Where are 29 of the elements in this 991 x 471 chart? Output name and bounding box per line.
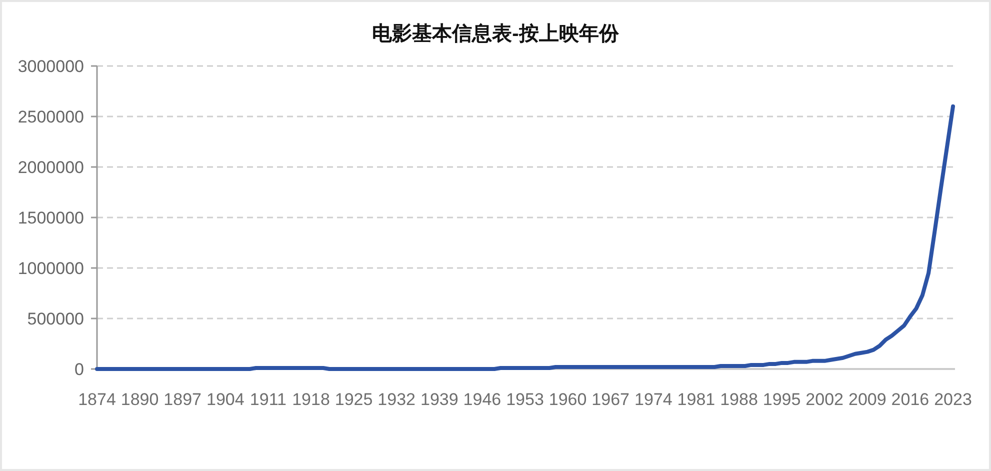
- y-tick-label: 500000: [27, 310, 84, 328]
- x-tick-label: 1932: [378, 390, 416, 409]
- x-tick-label: 1953: [506, 390, 544, 409]
- x-tick-label: 2002: [806, 390, 844, 409]
- x-tick-label: 1995: [762, 390, 801, 409]
- x-tick-label: 1988: [720, 390, 758, 409]
- x-tick-label: 1974: [634, 390, 672, 409]
- x-tick-label: 1911: [250, 390, 286, 409]
- x-tick-label: 1967: [592, 390, 630, 409]
- x-tick-label: 1946: [463, 390, 502, 409]
- y-tick-label: 2000000: [18, 158, 84, 177]
- x-tick-label: 1890: [120, 390, 159, 409]
- x-tick-label: 1918: [292, 390, 330, 409]
- y-tick-label: 3000000: [18, 57, 84, 76]
- x-tick-label: 1925: [334, 390, 373, 409]
- x-tick-label: 1960: [548, 390, 587, 409]
- y-tick-label: 1000000: [18, 259, 84, 278]
- x-tick-label: 1904: [206, 390, 244, 409]
- x-tick-label: 1939: [420, 390, 458, 409]
- x-tick-label: 2016: [891, 390, 930, 409]
- chart-title: 电影基本信息表-按上映年份: [372, 23, 620, 45]
- x-tick-label: 1874: [78, 390, 116, 409]
- y-tick-label: 0: [74, 360, 84, 379]
- x-tick-label: 1897: [164, 390, 202, 409]
- y-tick-label: 1500000: [18, 208, 84, 228]
- y-tick-label: 2500000: [18, 108, 84, 126]
- x-tick-label: 1981: [677, 390, 716, 409]
- x-tick-label: 2009: [848, 390, 886, 409]
- x-tick-label: 2023: [934, 390, 972, 409]
